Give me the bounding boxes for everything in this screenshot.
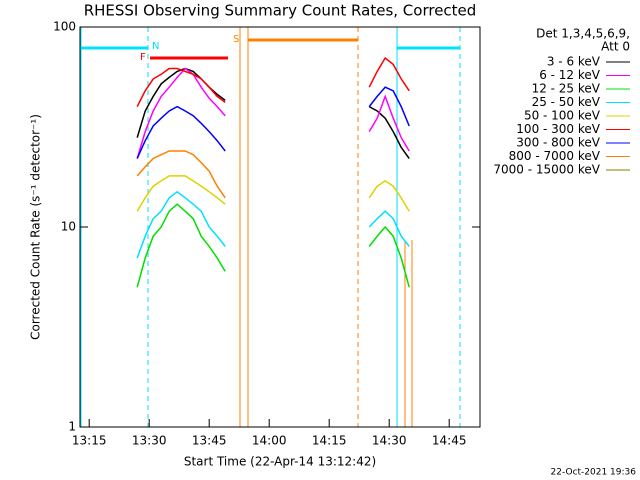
legend-label: 25 - 50 keV xyxy=(532,95,601,109)
legend-label: 12 - 25 keV xyxy=(532,82,601,96)
plot-frame xyxy=(79,26,481,428)
state-flags: F N S xyxy=(80,27,461,427)
legend-label: 50 - 100 keV xyxy=(524,109,601,123)
series-line xyxy=(136,67,410,159)
legend-label: 100 - 300 keV xyxy=(516,122,600,136)
y-axis-label: Corrected Count Rate (s⁻¹ detector⁻¹) xyxy=(29,114,43,340)
legend-label: 6 - 12 keV xyxy=(539,68,601,82)
legend-label: 800 - 7000 keV xyxy=(509,149,601,163)
series-line xyxy=(136,67,410,159)
chart-title: RHESSI Observing Summary Count Rates, Co… xyxy=(84,2,477,20)
y-tick-label: 1 xyxy=(68,420,76,434)
flag-label: F xyxy=(140,52,146,63)
series-line xyxy=(136,150,226,199)
flag-label: S xyxy=(233,34,239,45)
legend-label: 300 - 800 keV xyxy=(516,136,600,150)
x-axis-label: Start Time (22-Apr-14 13:12:42) xyxy=(184,455,376,469)
x-tick-label: 13:45 xyxy=(192,434,227,448)
flag-label: N xyxy=(152,41,159,52)
legend-label: 7000 - 15000 keV xyxy=(493,163,600,177)
y-tick-label: 10 xyxy=(61,220,76,234)
x-tick-label: 13:15 xyxy=(72,434,107,448)
series-line xyxy=(136,56,410,107)
x-tick-label: 14:15 xyxy=(312,434,347,448)
y-tick-label: 100 xyxy=(53,20,76,34)
series-line xyxy=(136,175,410,212)
x-tick-label: 14:30 xyxy=(372,434,407,448)
series-line xyxy=(136,190,410,259)
x-tick-label: 14:00 xyxy=(252,434,287,448)
legend-label: 3 - 6 keV xyxy=(547,55,601,69)
legend-title: Att 0 xyxy=(601,40,630,54)
series-line xyxy=(136,203,410,288)
legend-title: Det 1,3,4,5,6,9, xyxy=(536,27,630,41)
x-tick-label: 13:30 xyxy=(132,434,167,448)
series-line xyxy=(136,86,410,159)
footer: 22-Oct-2021 19:36 xyxy=(551,468,637,478)
x-tick-label: 14:45 xyxy=(432,434,467,448)
